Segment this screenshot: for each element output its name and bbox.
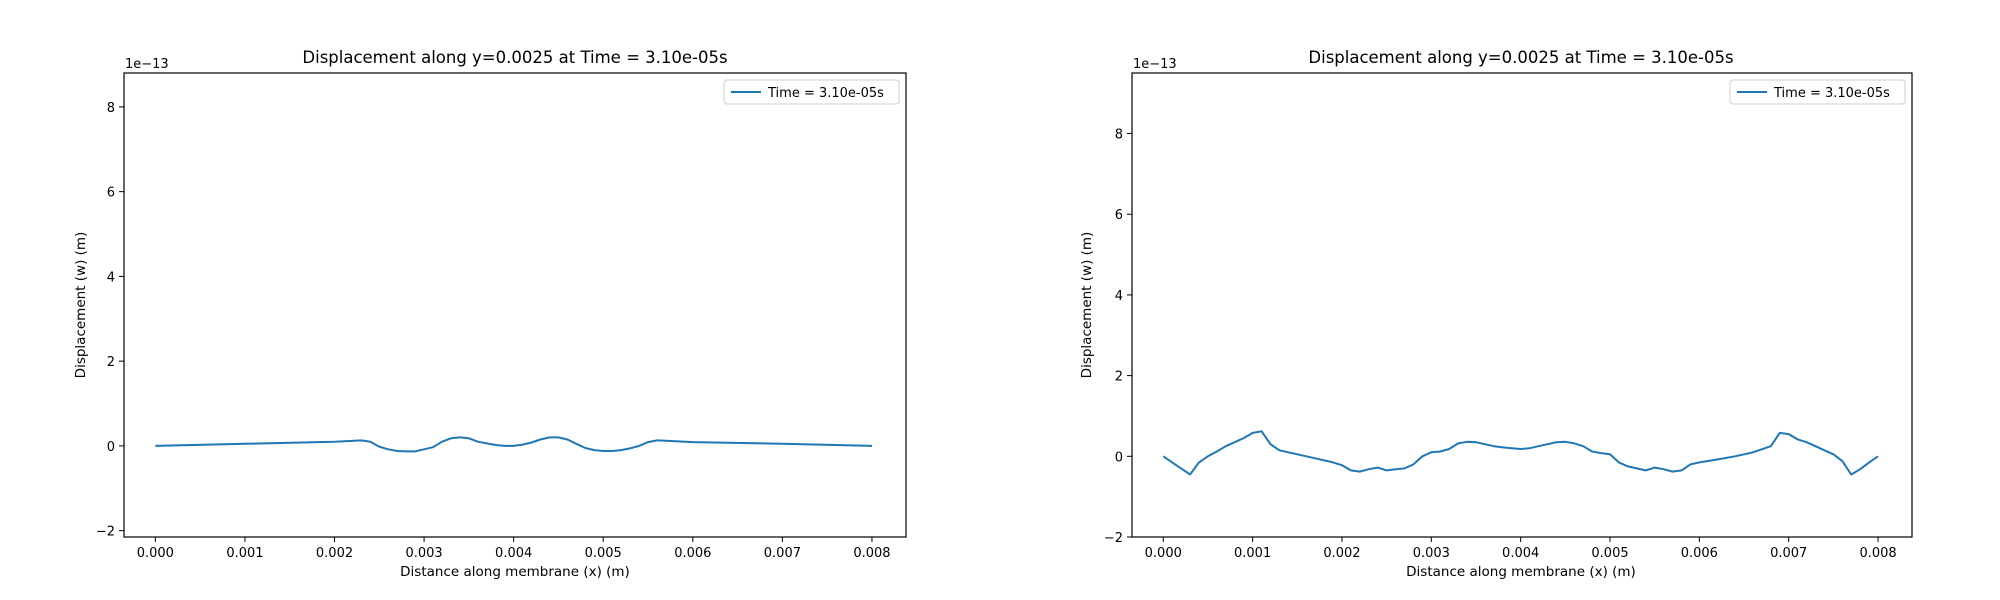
y-axis-label: Displacement (w) (m) xyxy=(73,232,89,379)
chart-right: Displacement along y=0.0025 at Time = 3.… xyxy=(1079,48,1913,580)
y-tick-label: −2 xyxy=(96,525,115,540)
x-tick-label: 0.008 xyxy=(853,546,890,561)
y-tick-label: 6 xyxy=(107,186,115,201)
x-tick-label: 0.004 xyxy=(495,546,532,561)
y-tick-label: 8 xyxy=(107,101,115,116)
y-scale-label: 1e−13 xyxy=(125,57,169,72)
x-tick-label: 0.005 xyxy=(585,546,622,561)
x-axis-label: Distance along membrane (x) (m) xyxy=(400,564,630,580)
legend-entry-label: Time = 3.10e-05s xyxy=(767,86,884,101)
y-ticks: −2 0 2 4 6 8 xyxy=(1104,128,1132,546)
y-axis-label: Displacement (w) (m) xyxy=(1079,232,1095,379)
legend: Time = 3.10e-05s xyxy=(723,79,900,105)
x-tick-label: 0.006 xyxy=(674,546,711,561)
y-tick-label: 8 xyxy=(1115,128,1123,143)
plot-frame xyxy=(123,72,907,538)
series-layer xyxy=(1162,430,1879,476)
chart-title: Displacement along y=0.0025 at Time = 3.… xyxy=(1308,48,1733,67)
x-tick-label: 0.001 xyxy=(1234,546,1271,561)
x-tick-label: 0.008 xyxy=(1859,546,1896,561)
series-layer xyxy=(155,436,873,453)
chart-title: Displacement along y=0.0025 at Time = 3.… xyxy=(302,48,727,67)
y-tick-label: 0 xyxy=(107,440,115,455)
x-tick-label: 0.001 xyxy=(226,546,263,561)
x-tick-label: 0.002 xyxy=(316,546,353,561)
plot-frame xyxy=(1131,72,1913,538)
x-tick-label: 0.007 xyxy=(764,546,801,561)
x-ticks: 0.000 0.001 0.002 0.003 0.004 0.005 0.006 0.007… xyxy=(137,537,891,561)
y-tick-label: 6 xyxy=(1115,208,1123,223)
y-tick-label: 0 xyxy=(1115,450,1123,465)
y-tick-label: 2 xyxy=(107,355,115,370)
x-tick-label: 0.006 xyxy=(1681,546,1718,561)
x-tick-label: 0.003 xyxy=(1413,546,1450,561)
y-tick-label: 4 xyxy=(107,270,115,285)
x-tick-label: 0.002 xyxy=(1323,546,1360,561)
legend-entry-label: Time = 3.10e-05s xyxy=(1773,86,1890,101)
x-tick-label: 0.004 xyxy=(1502,546,1539,561)
legend-box xyxy=(723,79,900,105)
legend: Time = 3.10e-05s xyxy=(1729,79,1906,105)
x-tick-label: 0.003 xyxy=(405,546,442,561)
y-tick-label: 2 xyxy=(1115,370,1123,385)
legend-box xyxy=(1729,79,1906,105)
x-tick-label: 0.000 xyxy=(137,546,174,561)
x-tick-label: 0.007 xyxy=(1770,546,1807,561)
series-line xyxy=(155,436,873,453)
series-line xyxy=(1162,430,1879,476)
chart-left: Displacement along y=0.0025 at Time = 3.… xyxy=(73,48,907,580)
x-ticks: 0.000 0.001 0.002 0.003 0.004 0.005 0.006 0.007… xyxy=(1145,537,1897,561)
x-axis-label: Distance along membrane (x) (m) xyxy=(1406,564,1636,580)
y-scale-label: 1e−13 xyxy=(1133,57,1177,72)
x-tick-label: 0.005 xyxy=(1591,546,1628,561)
y-tick-label: 4 xyxy=(1115,289,1123,304)
y-ticks: −2 0 2 4 6 8 xyxy=(96,101,124,540)
x-tick-label: 0.000 xyxy=(1145,546,1182,561)
y-tick-label: −2 xyxy=(1104,531,1123,546)
